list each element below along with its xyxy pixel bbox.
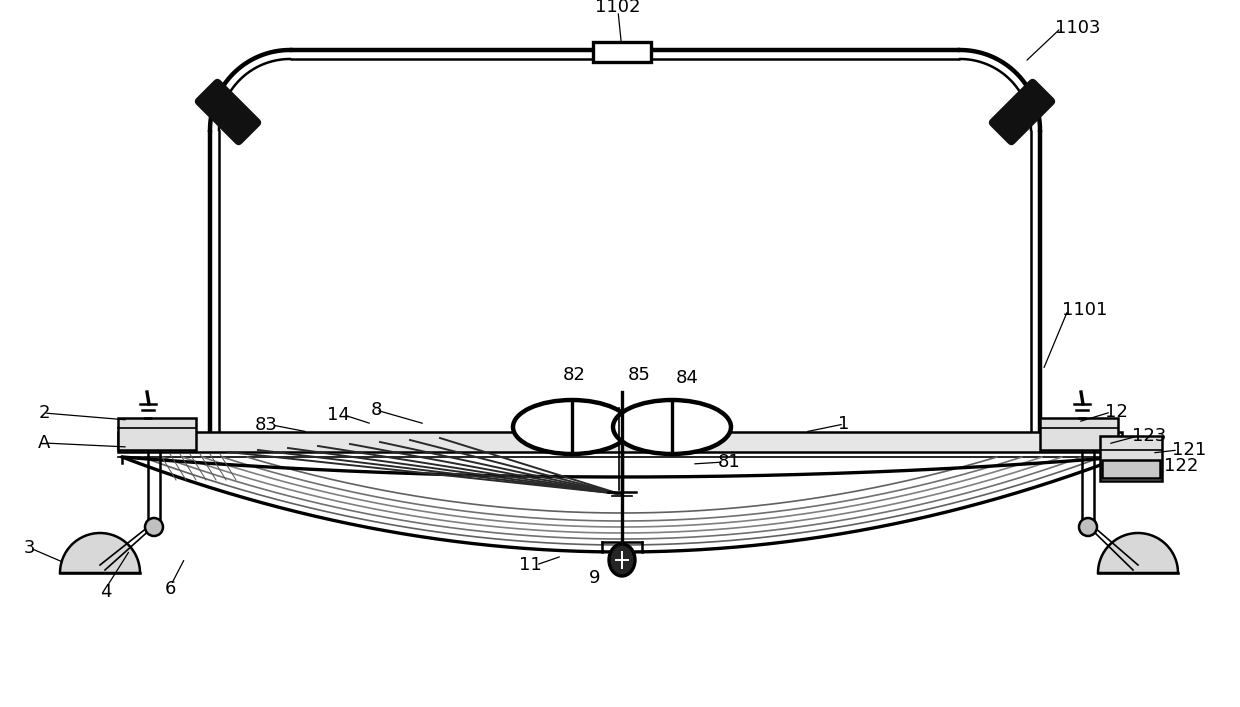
Text: 123: 123 — [1132, 427, 1167, 445]
Bar — [118, 418, 196, 450]
Text: 1103: 1103 — [1055, 19, 1101, 37]
Bar — [1040, 418, 1118, 450]
FancyBboxPatch shape — [196, 79, 260, 144]
Text: 81: 81 — [718, 453, 740, 471]
Text: 122: 122 — [1164, 457, 1198, 475]
Text: 1101: 1101 — [1061, 301, 1107, 319]
Text: 6: 6 — [165, 580, 176, 598]
Wedge shape — [60, 533, 140, 573]
Text: 12: 12 — [1105, 403, 1128, 421]
Text: 121: 121 — [1172, 441, 1207, 459]
Bar — [593, 42, 651, 62]
Text: 1102: 1102 — [595, 0, 641, 16]
Circle shape — [145, 518, 162, 536]
Text: 82: 82 — [563, 366, 585, 384]
Text: 14: 14 — [327, 406, 350, 424]
FancyBboxPatch shape — [990, 79, 1054, 144]
Bar — [1102, 460, 1159, 478]
Text: 2: 2 — [38, 404, 50, 422]
Text: 8: 8 — [371, 401, 382, 419]
Ellipse shape — [513, 400, 631, 454]
Text: 84: 84 — [676, 369, 699, 387]
Bar — [118, 432, 1122, 452]
Text: A: A — [37, 434, 50, 452]
Text: 3: 3 — [24, 539, 36, 557]
Text: 11: 11 — [520, 556, 542, 574]
Ellipse shape — [613, 400, 732, 454]
Bar — [1100, 436, 1162, 481]
Ellipse shape — [609, 544, 635, 576]
Circle shape — [1079, 518, 1097, 536]
Text: 1: 1 — [838, 415, 849, 433]
Text: 9: 9 — [589, 569, 600, 587]
Text: 4: 4 — [100, 583, 112, 601]
Wedge shape — [1097, 533, 1178, 573]
Text: 83: 83 — [255, 416, 278, 434]
Text: 85: 85 — [627, 366, 651, 384]
